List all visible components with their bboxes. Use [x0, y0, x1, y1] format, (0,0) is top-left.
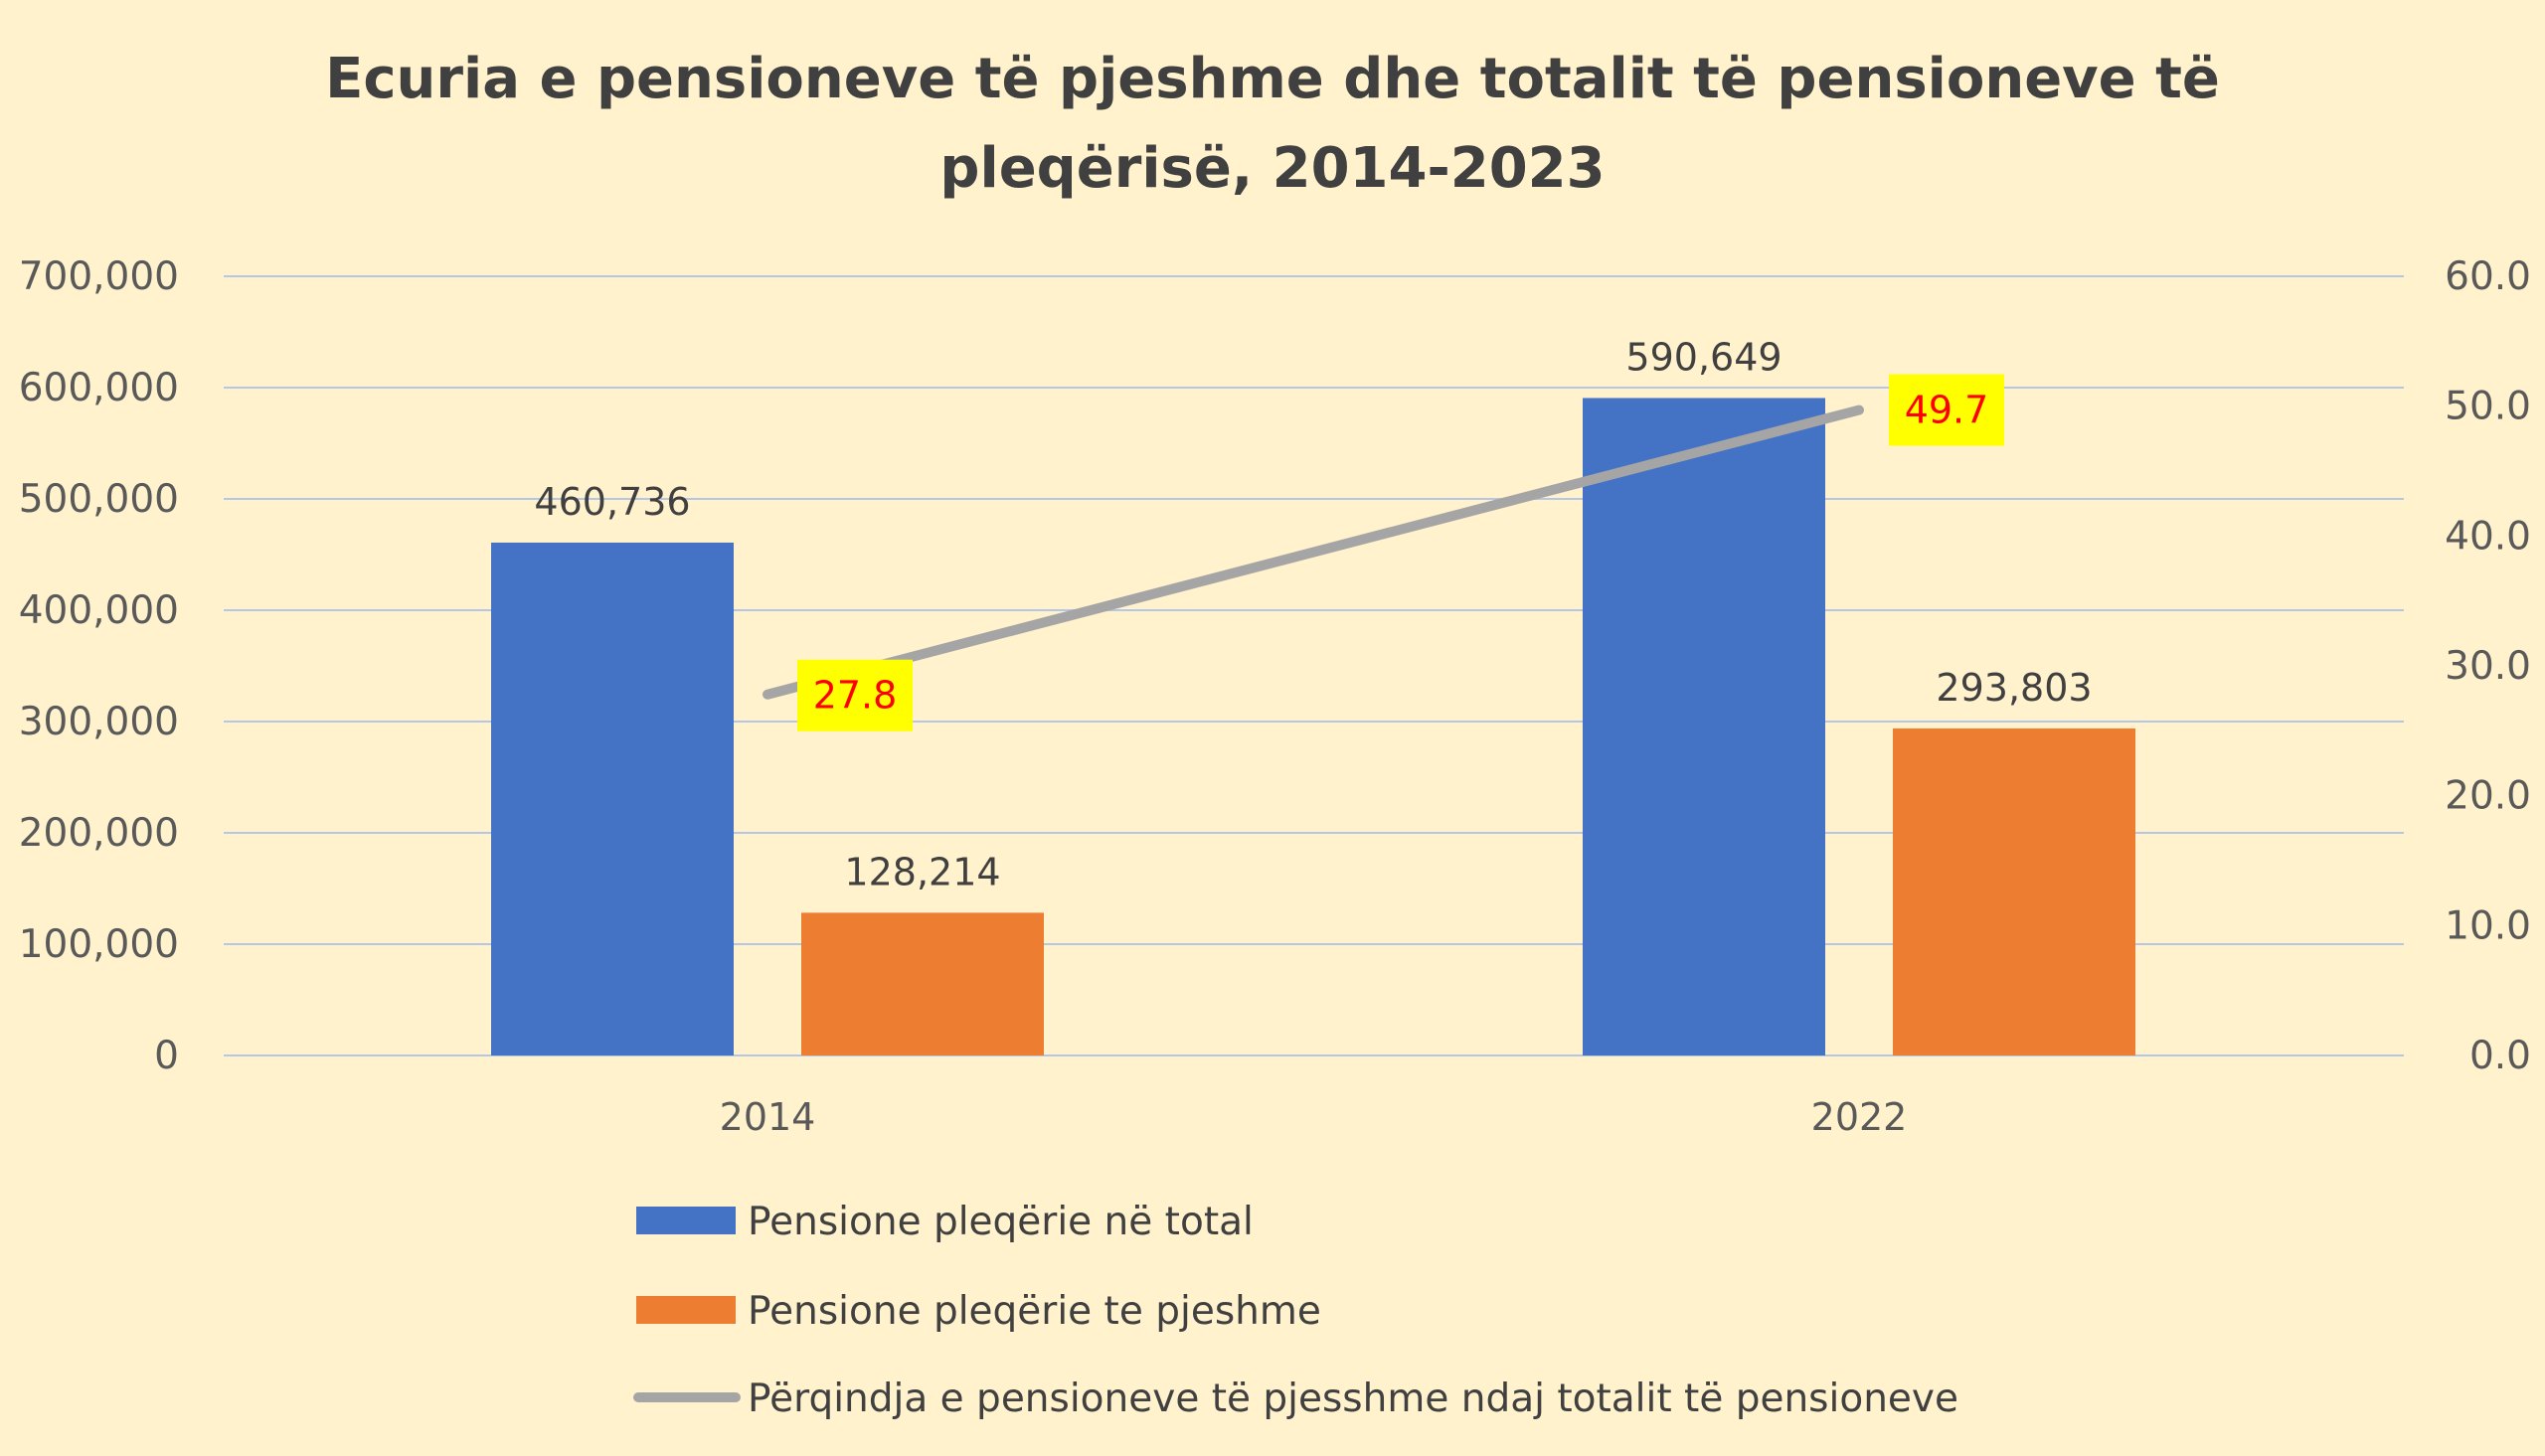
chart-title-line-1: Ecuria e pensioneve të pjeshme dhe total… [325, 47, 2220, 111]
bar-total-2022 [1583, 398, 1825, 1055]
x-axis: 2014 2022 [720, 1095, 1908, 1139]
y-left-tick-label: 200,000 [19, 811, 179, 856]
chart-title-line-2: pleqërisë, 2014-2023 [939, 136, 1605, 201]
data-labels: 460,736 590,649 128,214 293,803 [534, 335, 2092, 893]
y-left-tick-label: 400,000 [19, 588, 179, 633]
percentage-value-label: 27.8 [813, 674, 898, 718]
percentage-point [1858, 408, 1860, 411]
y-axis-right: 0.0 10.0 20.0 30.0 40.0 50.0 60.0 [2445, 254, 2531, 1078]
legend-label: Pensione pleqërie te pjeshme [748, 1289, 1321, 1334]
y-right-tick-label: 0.0 [2469, 1034, 2531, 1078]
y-left-tick-label: 600,000 [19, 366, 179, 410]
percentage-value-label: 49.7 [1905, 389, 1989, 432]
bar-series [491, 398, 2135, 1055]
bar-value-label: 293,803 [1936, 666, 2092, 710]
legend: Pensione pleqërie në total Pensione pleqë… [633, 1200, 1958, 1421]
y-right-tick-label: 30.0 [2445, 644, 2531, 689]
legend-label: Përqindja e pensioneve të pjesshme ndaj … [748, 1376, 1958, 1421]
percentage-line [763, 404, 1864, 700]
y-right-tick-label: 50.0 [2445, 385, 2531, 429]
x-category-label: 2022 [1811, 1095, 1908, 1139]
legend-label: Pensione pleqërie në total [748, 1200, 1254, 1244]
chart-title: Ecuria e pensioneve të pjeshme dhe total… [325, 47, 2220, 201]
x-category-label: 2014 [720, 1095, 816, 1139]
y-right-tick-label: 20.0 [2445, 774, 2531, 819]
y-left-tick-label: 700,000 [19, 254, 179, 299]
y-right-tick-label: 40.0 [2445, 514, 2531, 559]
y-left-tick-label: 100,000 [19, 922, 179, 967]
y-right-tick-label: 10.0 [2445, 903, 2531, 948]
y-left-tick-label: 500,000 [19, 477, 179, 522]
y-axis-left: 0 100,000 200,000 300,000 400,000 500,000 600,… [19, 254, 179, 1078]
y-left-tick-label: 0 [154, 1034, 179, 1078]
legend-swatch [636, 1207, 736, 1234]
bar-partial-2022 [1893, 728, 2135, 1055]
percentage-point [766, 693, 768, 696]
bar-value-label: 128,214 [844, 850, 1000, 893]
y-right-tick-label: 60.0 [2445, 254, 2531, 299]
bar-value-label: 460,736 [534, 480, 690, 524]
bar-total-2014 [491, 542, 734, 1055]
legend-swatch [636, 1296, 736, 1324]
bar-partial-2014 [801, 912, 1044, 1055]
bar-value-label: 590,649 [1625, 335, 1782, 379]
y-left-tick-label: 300,000 [19, 700, 179, 744]
line-series: 27.8 49.7 [763, 374, 2004, 731]
percentage-label-box [1889, 374, 2004, 446]
percentage-label-box [797, 659, 913, 731]
